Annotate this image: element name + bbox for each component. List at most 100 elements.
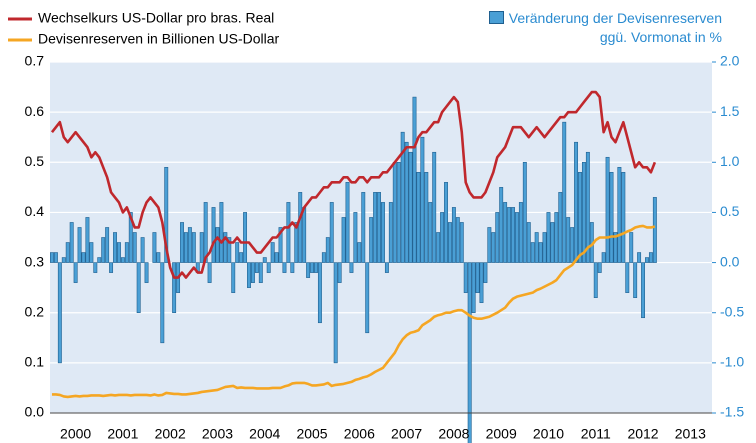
y2-tick-label: -1.0 [720,354,744,370]
bar [117,242,121,263]
y2-tick-label: 0.0 [720,253,740,269]
bar [538,242,543,263]
legend-label: Veränderung der Devisenreserven ggü. Vor… [508,10,722,45]
bar [270,242,275,263]
bar [581,161,586,263]
x-tick-label: 2008 [438,426,469,442]
bar [180,222,184,263]
y2-tick-label: -0.5 [720,303,744,319]
bar [321,252,326,263]
bar [566,217,571,263]
bar [132,232,137,263]
bars [50,96,657,443]
bar [120,257,125,263]
bar [156,252,161,263]
x-tick-label: 2010 [533,426,564,442]
bar [534,232,539,263]
bar [384,262,389,273]
bar [337,262,342,283]
bar [227,237,232,263]
bar [282,262,287,273]
bar [128,212,133,263]
bar [357,242,362,263]
bar [530,242,535,263]
bar [625,262,630,293]
bar [641,262,645,319]
bar [499,187,504,263]
bar [597,262,602,273]
bar [223,232,228,263]
bar [448,222,452,263]
bar [345,182,350,263]
bar [459,222,464,263]
bar [341,217,346,263]
bar [444,182,448,263]
y2-tick-label: 2.0 [720,53,740,69]
bar [349,262,354,273]
bar [85,217,90,263]
y-tick-label: 0.5 [25,153,45,169]
legend-label: Devisenreserven in Billionen US-Dollar [38,31,280,47]
bar [412,96,417,263]
bar [365,262,370,334]
bar [231,262,236,293]
bar [381,202,385,263]
bar [570,227,575,263]
bar [136,262,141,314]
bar [191,232,196,263]
y-tick-label: 0.3 [25,253,45,269]
bar [353,212,358,263]
legend-bar: Veränderung der Devisenreserven ggü. Vor… [472,9,722,47]
bar [50,252,54,263]
x-tick-label: 2007 [391,426,422,442]
bar [546,212,551,263]
bar [518,202,523,263]
bar [203,202,208,263]
bar [247,262,251,288]
bar [562,121,567,263]
bar [648,252,653,263]
bar [243,212,248,263]
bar [629,232,634,263]
bar [420,136,425,263]
bar [396,161,401,263]
bar [369,217,374,263]
bar [286,202,291,263]
bar [160,262,165,344]
lines [50,90,657,399]
bar [61,257,66,263]
bar [81,252,86,263]
bar [274,252,279,263]
bar [609,172,614,263]
bar [633,262,638,298]
bar [373,192,378,263]
bar [479,262,484,303]
bar [487,227,492,263]
bar [101,237,106,263]
bar [511,207,515,263]
bar [73,262,78,283]
bar [105,227,110,263]
x-tick-label: 2006 [344,426,375,442]
bar [109,262,114,273]
bar [455,217,460,263]
bar [392,161,397,263]
bar [152,232,157,263]
bar [613,232,618,263]
bar [97,257,102,263]
bar [258,262,263,283]
bar [507,207,512,263]
y2-tick-label: 1.5 [720,103,740,119]
bar [325,237,330,263]
bar [113,232,117,263]
bar [89,242,94,263]
legend-label: Wechselkurs US-Dollar pro bras. Real [38,10,274,26]
bar [266,262,271,273]
bar [601,252,606,263]
bar [605,156,610,263]
bar [310,262,314,273]
x-tick-label: 2013 [675,426,706,442]
bar [550,222,555,263]
bar [491,232,496,263]
